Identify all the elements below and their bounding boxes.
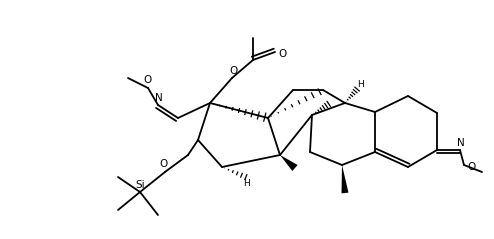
Text: O: O [467, 162, 475, 172]
Text: O: O [143, 75, 151, 85]
Text: Si: Si [135, 180, 145, 190]
Polygon shape [341, 165, 348, 193]
Text: H: H [357, 80, 364, 88]
Text: H: H [243, 179, 249, 188]
Text: N: N [155, 93, 163, 103]
Text: O: O [159, 159, 167, 169]
Text: O: O [278, 49, 286, 59]
Text: O: O [229, 66, 237, 76]
Text: N: N [457, 138, 465, 148]
Polygon shape [280, 155, 297, 171]
